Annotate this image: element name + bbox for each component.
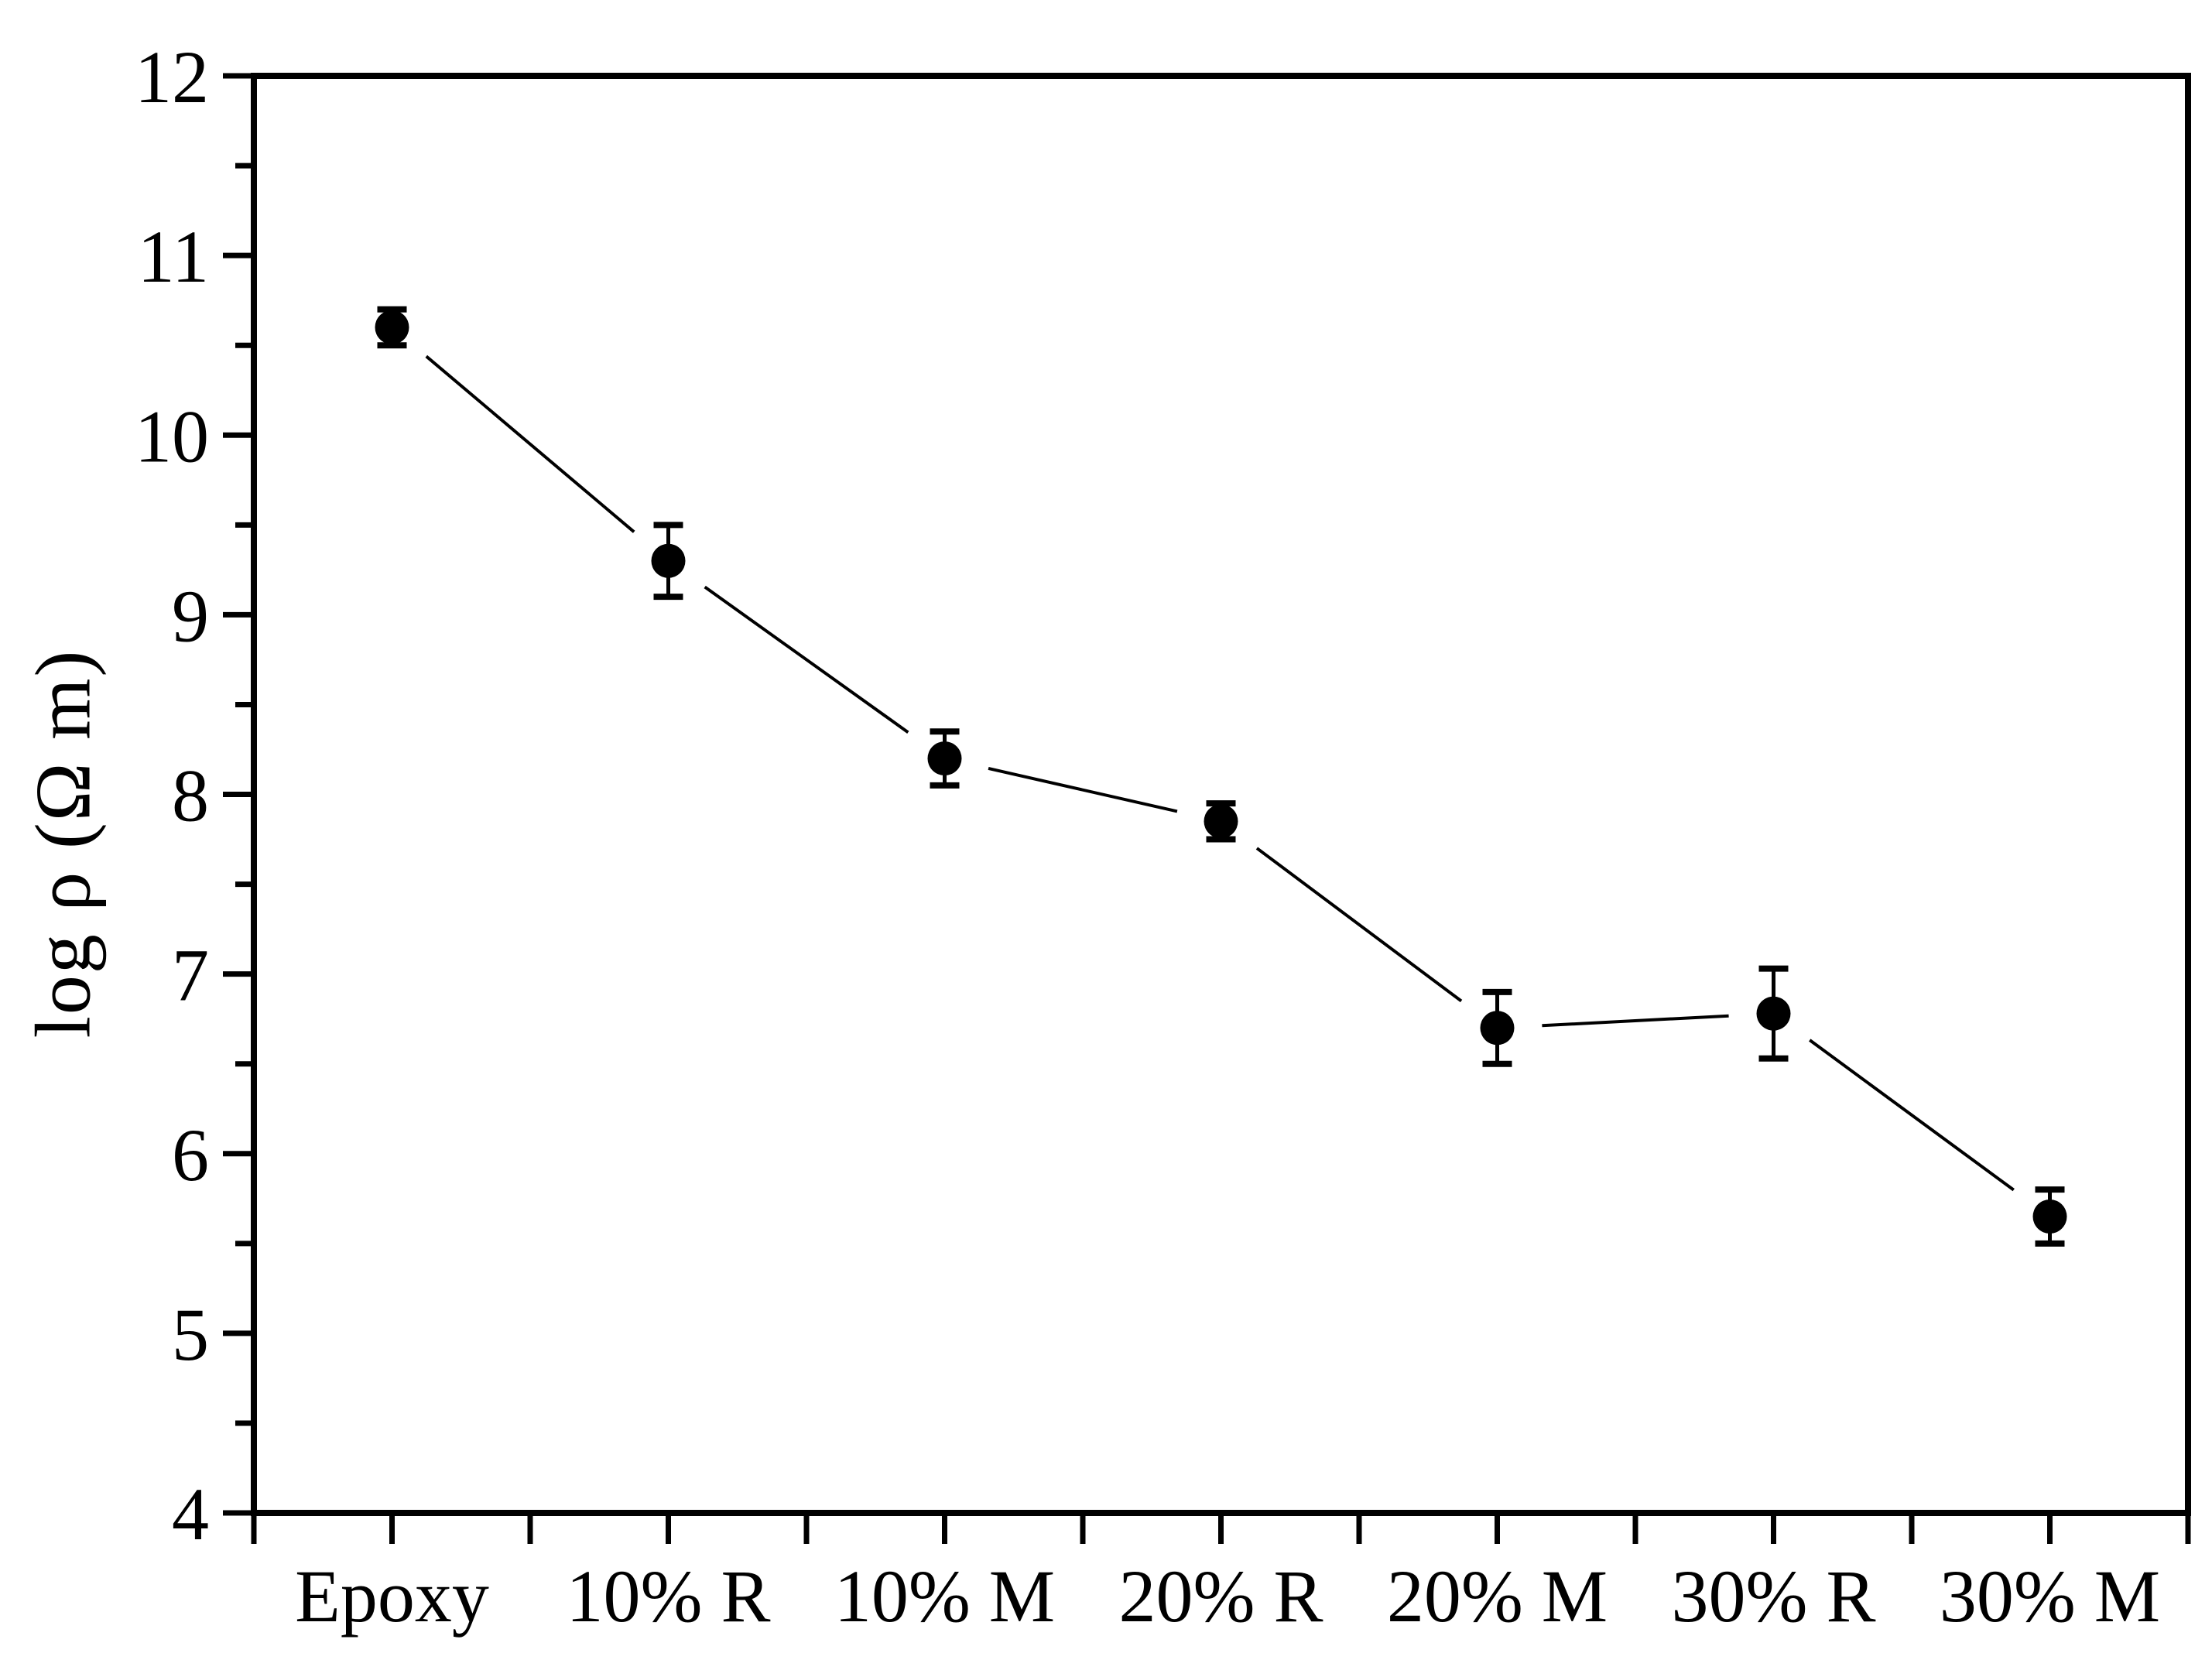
x-tick-label: 30% R (1672, 1555, 1876, 1638)
x-tick-label: 30% M (1940, 1555, 2160, 1638)
y-tick-label: 11 (138, 215, 209, 298)
y-tick-label: 9 (172, 574, 209, 657)
x-tick-label: 20% R (1119, 1555, 1323, 1638)
x-tick-label: 20% M (1387, 1555, 1608, 1638)
x-tick-label: 10% R (567, 1555, 771, 1638)
data-point (651, 543, 686, 578)
data-point (375, 310, 409, 344)
data-point (1480, 1011, 1515, 1046)
series-line-segment (425, 354, 635, 533)
y-tick-label: 5 (172, 1293, 209, 1376)
y-tick-label: 6 (172, 1114, 209, 1196)
plot-border (251, 73, 2191, 1516)
series-line-segment (1255, 847, 1463, 1003)
y-tick-label: 4 (172, 1473, 209, 1555)
data-point (1204, 804, 1238, 839)
y-tick-label: 10 (135, 395, 209, 477)
y-axis-title: log ρ (Ω m) (19, 649, 108, 1039)
y-tick-label: 8 (172, 755, 209, 837)
series-line-segment (1809, 1039, 2015, 1192)
series-line-segment (704, 585, 909, 734)
x-tick-label: Epoxy (295, 1555, 489, 1638)
y-tick-label: 12 (135, 36, 209, 118)
series-line-segment (988, 766, 1178, 813)
data-point (1756, 996, 1791, 1031)
data-point (927, 741, 962, 776)
series-line-segment (1542, 1014, 1729, 1028)
x-tick-label: 10% M (834, 1555, 1055, 1638)
y-tick-label: 7 (172, 934, 209, 1017)
data-point (2032, 1199, 2067, 1234)
